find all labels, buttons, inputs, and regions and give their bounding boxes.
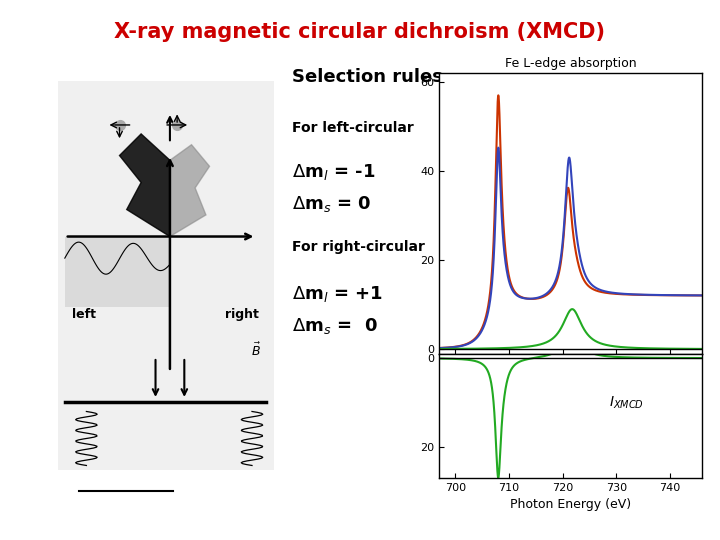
Text: Selection rules: Selection rules bbox=[292, 68, 443, 85]
Text: X-ray magnetic circular dichroism (XMCD): X-ray magnetic circular dichroism (XMCD) bbox=[114, 22, 606, 42]
Text: left: left bbox=[72, 308, 96, 321]
Text: right: right bbox=[225, 308, 259, 321]
X-axis label: Photon Energy (eV): Photon Energy (eV) bbox=[510, 498, 631, 511]
Text: $\Delta$m$_l$ = +1: $\Delta$m$_l$ = +1 bbox=[292, 284, 383, 303]
Title: Fe L-edge absorption: Fe L-edge absorption bbox=[505, 57, 636, 70]
Text: For right-circular: For right-circular bbox=[292, 240, 425, 254]
Text: For left-circular: For left-circular bbox=[292, 122, 413, 136]
Polygon shape bbox=[170, 145, 210, 237]
Bar bbox=[58, 81, 274, 470]
Text: $\Delta$m$_s$ = 0: $\Delta$m$_s$ = 0 bbox=[292, 194, 371, 214]
Text: $\Delta$m$_l$ = -1: $\Delta$m$_l$ = -1 bbox=[292, 162, 375, 182]
Bar bbox=[65, 237, 170, 307]
Text: $\vec{B}$: $\vec{B}$ bbox=[251, 341, 261, 359]
Polygon shape bbox=[120, 134, 170, 237]
Text: $\Delta$m$_s$ =  0: $\Delta$m$_s$ = 0 bbox=[292, 316, 377, 336]
Text: $I_{XMCD}$: $I_{XMCD}$ bbox=[609, 394, 644, 411]
